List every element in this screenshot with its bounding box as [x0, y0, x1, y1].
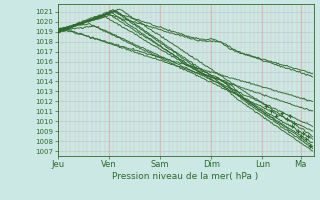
X-axis label: Pression niveau de la mer( hPa ): Pression niveau de la mer( hPa ): [112, 172, 259, 181]
